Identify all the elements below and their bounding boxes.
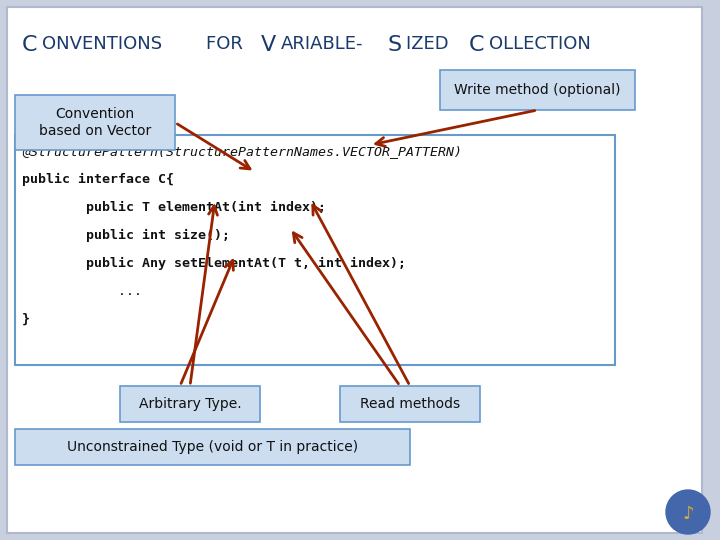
FancyBboxPatch shape xyxy=(440,70,635,110)
Text: ARIABLE-: ARIABLE- xyxy=(281,35,364,53)
FancyBboxPatch shape xyxy=(7,7,702,533)
Circle shape xyxy=(666,490,710,534)
Text: FOR: FOR xyxy=(206,35,248,53)
Text: public int size();: public int size(); xyxy=(22,229,230,242)
Text: V: V xyxy=(261,35,276,55)
Text: @StructurePattern(StructurePatternNames.VECTOR_PATTERN): @StructurePattern(StructurePatternNames.… xyxy=(22,145,462,158)
Text: public interface C{: public interface C{ xyxy=(22,173,174,186)
Text: C: C xyxy=(469,35,485,55)
Text: ♪: ♪ xyxy=(683,505,694,523)
Text: Write method (optional): Write method (optional) xyxy=(454,83,621,97)
Text: ...: ... xyxy=(22,285,142,298)
Text: public T elementAt(int index);: public T elementAt(int index); xyxy=(22,201,326,214)
Text: }: } xyxy=(22,313,30,326)
FancyBboxPatch shape xyxy=(120,386,260,422)
Text: IZED: IZED xyxy=(406,35,454,53)
FancyBboxPatch shape xyxy=(15,429,410,465)
Text: OLLECTION: OLLECTION xyxy=(489,35,591,53)
Text: S: S xyxy=(388,35,402,55)
FancyBboxPatch shape xyxy=(340,386,480,422)
Text: Unconstrained Type (void or T in practice): Unconstrained Type (void or T in practic… xyxy=(67,440,358,454)
Text: ONVENTIONS: ONVENTIONS xyxy=(42,35,168,53)
Text: Convention
based on Vector: Convention based on Vector xyxy=(39,107,151,138)
FancyBboxPatch shape xyxy=(15,95,175,150)
Text: Read methods: Read methods xyxy=(360,397,460,411)
Text: public Any setElementAt(T t, int index);: public Any setElementAt(T t, int index); xyxy=(22,257,406,270)
FancyBboxPatch shape xyxy=(15,135,615,365)
Text: C: C xyxy=(22,35,37,55)
Text: Arbitrary Type.: Arbitrary Type. xyxy=(139,397,241,411)
